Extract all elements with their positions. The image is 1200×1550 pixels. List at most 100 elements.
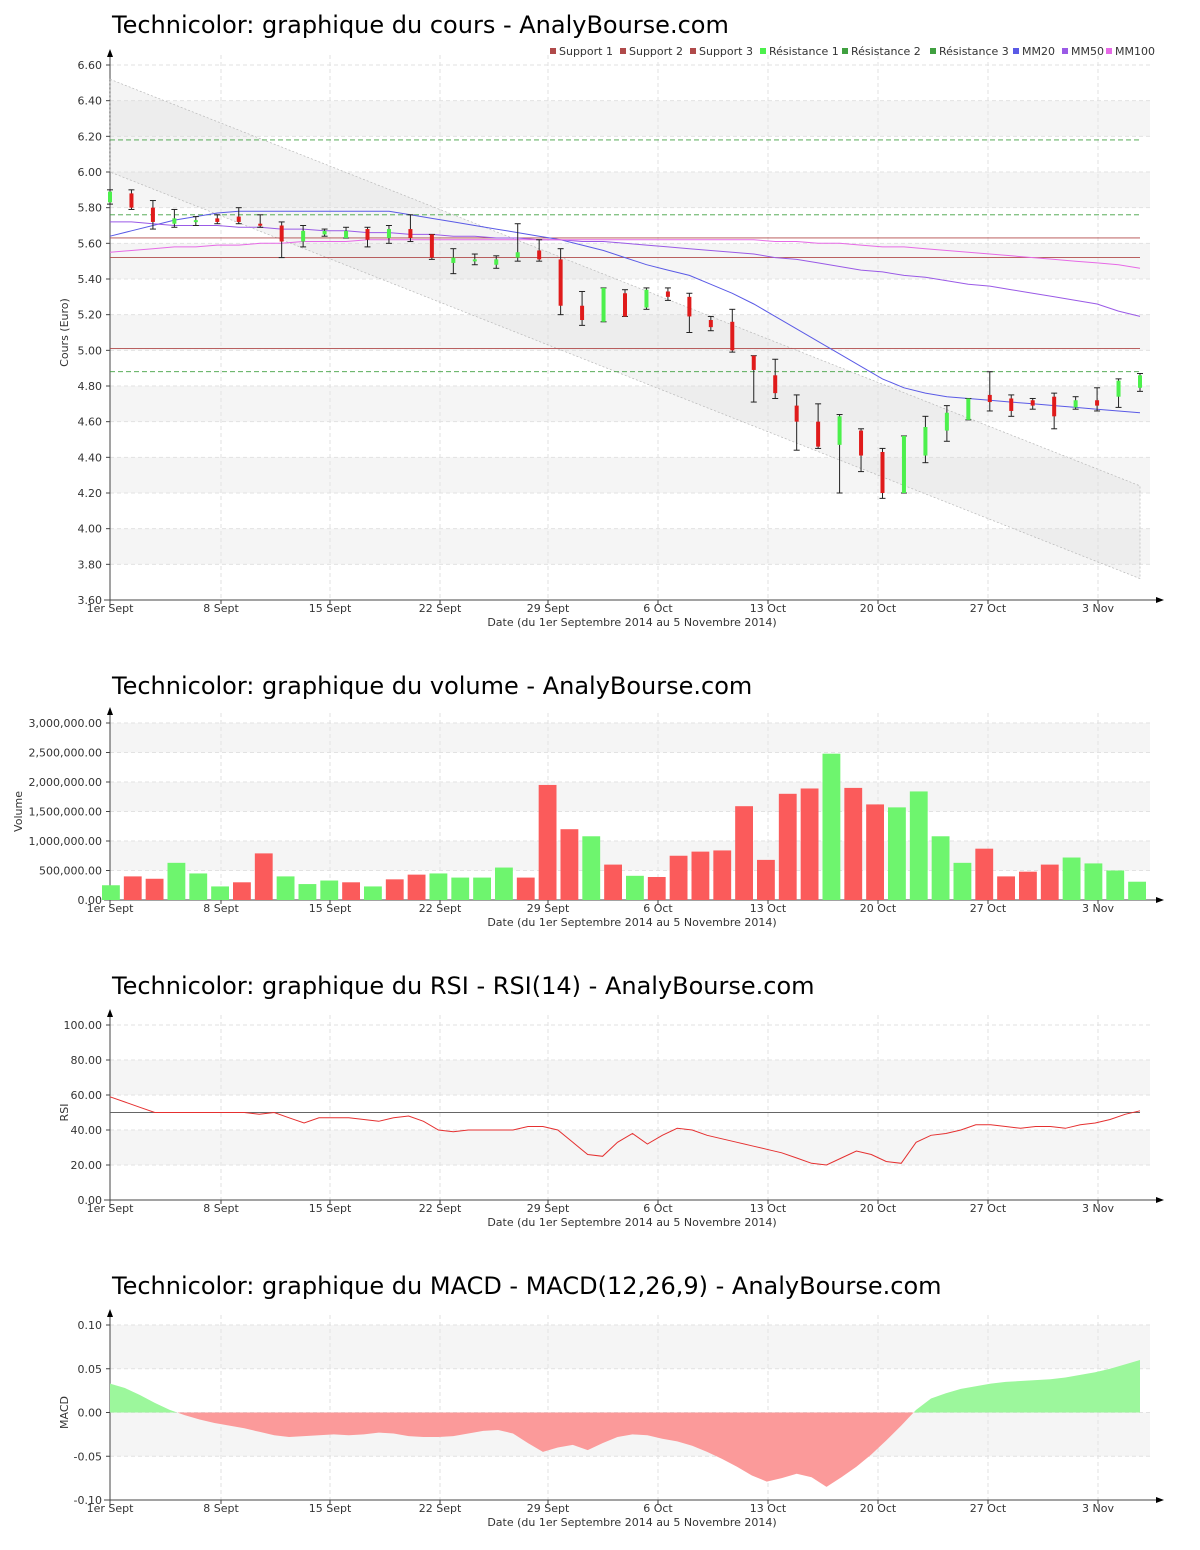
volume-y-arrow [107,707,113,715]
macd-chart-title: Technicolor: graphique du MACD - MACD(12… [111,1272,942,1300]
volume-bar [713,850,732,900]
candle-body [494,259,499,265]
candle-body [236,216,241,222]
candle-body [150,207,155,222]
candle-body [1052,396,1057,417]
volume-xtick-label: 6 Oct [643,902,673,915]
candle-body [816,421,821,447]
price-y-label: Cours (Euro) [58,298,71,367]
candle-body [837,416,842,445]
macd-ytick-label: -0.10 [74,1494,102,1507]
rsi-y-label: RSI [58,1104,71,1122]
macd-xtick-label: 6 Oct [643,1502,673,1515]
volume-chart-title: Technicolor: graphique du volume - Analy… [111,672,752,700]
volume-bar [385,879,404,900]
volume-bar [123,876,142,900]
volume-band [110,723,1150,753]
volume-bar [167,862,186,900]
price-band [110,243,1150,279]
volume-bar [560,829,579,900]
rsi-band [110,1130,1150,1165]
price-ytick-label: 3.60 [78,594,103,607]
volume-y-label: Volume [12,791,25,832]
volume-ytick-label: 500,000.00 [39,865,102,878]
macd-ytick-label: -0.05 [74,1450,102,1463]
candle-body [1009,398,1014,411]
rsi-ytick-label: 0.00 [78,1194,103,1207]
macd-xtick-label: 27 Oct [970,1502,1007,1515]
candle-body [880,451,885,493]
candle-body [215,218,220,222]
rsi-ytick-label: 40.00 [71,1124,103,1137]
volume-bar [866,804,884,900]
legend-label: MM100 [1115,45,1155,58]
candle-body [365,229,370,240]
volume-bar [997,876,1015,900]
candle-body [172,218,177,224]
volume-x-arrow [1156,897,1164,903]
volume-bar [1019,871,1037,900]
volume-bar [233,882,251,900]
volume-bar [604,864,622,900]
candle-body [129,193,134,208]
legend-label: Résistance 1 [769,45,839,58]
candle-body [794,405,799,422]
candle-body [966,398,971,420]
price-ytick-label: 3.80 [78,558,103,571]
volume-xtick-label: 27 Oct [970,902,1007,915]
macd-xtick-label: 29 Sept [527,1502,570,1515]
price-ytick-label: 4.60 [78,416,103,429]
volume-bar [298,884,317,900]
volume-bar [473,877,491,900]
rsi-ytick-label: 80.00 [71,1054,103,1067]
price-ytick-label: 5.60 [78,237,103,250]
price-ytick-label: 6.00 [78,166,103,179]
macd-xtick-label: 1er Sept [87,1502,135,1515]
candle-body [193,220,198,223]
volume-bar [822,753,841,900]
candle-body [580,305,585,321]
volume-xtick-label: 13 Oct [750,902,787,915]
candle-body [258,223,263,226]
candle-body [708,320,713,328]
volume-bar [953,862,972,900]
volume-ytick-label: 3,000,000.00 [29,717,102,730]
candle-body [1116,380,1121,397]
legend-swatch [842,48,848,54]
macd-xtick-label: 22 Sept [419,1502,462,1515]
price-band [110,386,1150,422]
macd-ytick-label: 0.00 [78,1407,103,1420]
macd-band [110,1325,1150,1369]
volume-bar [800,788,819,900]
legend-label: Résistance 3 [939,45,1009,58]
candle-body [1138,375,1142,388]
price-xtick-label: 13 Oct [750,602,787,615]
legend-swatch [620,48,626,54]
legend-swatch [760,48,766,54]
candle-body [301,230,306,242]
candle-body [687,296,692,317]
volume-bar [975,848,994,900]
price-xtick-label: 8 Sept [203,602,239,615]
candle-body [623,293,627,317]
rsi-band [110,1060,1150,1095]
legend-swatch [550,48,556,54]
volume-bar [1084,863,1103,900]
legend-swatch [930,48,936,54]
macd-ytick-label: 0.05 [78,1363,103,1376]
volume-bar [495,867,513,900]
price-ytick-label: 5.00 [78,344,103,357]
volume-bar [276,876,295,900]
rsi-xtick-label: 6 Oct [643,1202,673,1215]
price-xtick-label: 15 Sept [309,602,352,615]
volume-bar [1128,881,1146,900]
price-chart: Technicolor: graphique du cours - AnalyB… [58,11,1164,629]
candle-body [386,229,391,238]
volume-bar [538,784,557,900]
rsi-x-arrow [1156,1197,1164,1203]
rsi-y-arrow [107,1009,113,1017]
volume-bar [364,886,382,900]
volume-xtick-label: 8 Sept [203,902,239,915]
price-ytick-label: 4.00 [78,523,103,536]
macd-x-label: Date (du 1er Septembre 2014 au 5 Novembr… [487,1516,776,1529]
